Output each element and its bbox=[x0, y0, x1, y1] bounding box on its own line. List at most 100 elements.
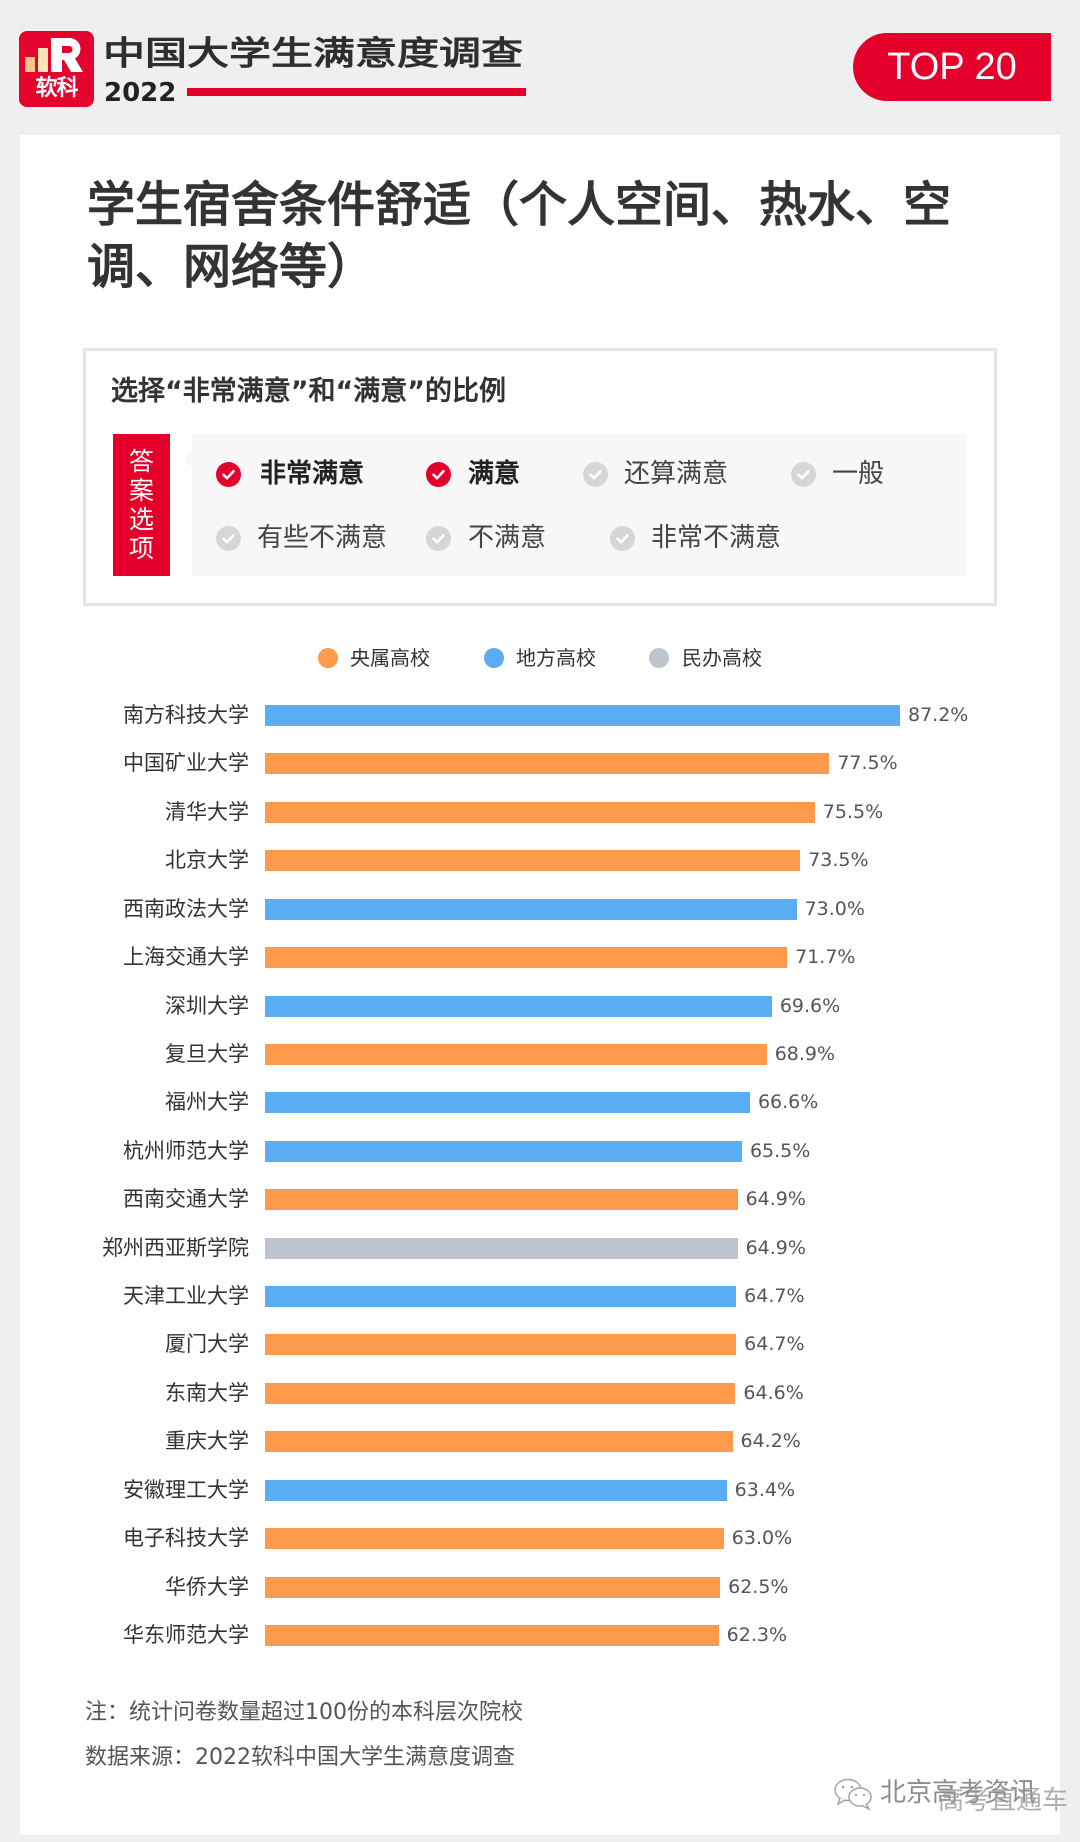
bar-value-label: 75.5% bbox=[822, 800, 884, 823]
university-name: 天津工业大学 bbox=[123, 1284, 249, 1309]
footnote: 注：统计问卷数量超过100份的本科层次院校 bbox=[85, 1700, 523, 1725]
university-name: 东南大学 bbox=[165, 1380, 249, 1405]
legend-dot-icon bbox=[484, 648, 504, 668]
bar-value-label: 66.6% bbox=[757, 1091, 819, 1114]
bar-value-label: 71.7% bbox=[795, 946, 856, 969]
university-name: 福州大学 bbox=[165, 1090, 249, 1115]
university-name: 厦门大学 bbox=[165, 1332, 249, 1357]
bar-value-label: 87.2% bbox=[907, 704, 969, 726]
bar bbox=[265, 898, 797, 920]
university-name: 华侨大学 bbox=[165, 1574, 249, 1599]
watermark-overlay-text: 高考直通车 bbox=[938, 1786, 1069, 1816]
bar-value-label: 63.0% bbox=[731, 1527, 793, 1550]
university-name: 华东师范大学 bbox=[123, 1622, 249, 1647]
bar-value-label: 73.5% bbox=[808, 849, 869, 872]
answer-options-box bbox=[83, 348, 997, 606]
options-subtitle: 选择“非常满意”和“满意”的比例 bbox=[111, 376, 506, 407]
university-name: 深圳大学 bbox=[165, 993, 249, 1018]
bar-value-label: 64.9% bbox=[745, 1236, 806, 1259]
bar bbox=[265, 705, 900, 726]
legend-label: 央属高校 bbox=[350, 646, 430, 670]
bar bbox=[265, 850, 801, 872]
check-circle-icon bbox=[426, 461, 451, 487]
data-source: 数据来源：2022软科中国大学生满意度调查 bbox=[85, 1745, 515, 1770]
university-name: 上海交通大学 bbox=[123, 945, 249, 970]
check-circle-muted-icon bbox=[216, 525, 241, 551]
bar bbox=[265, 947, 788, 969]
bar bbox=[265, 801, 815, 823]
legend-dot-icon bbox=[318, 648, 338, 668]
logo-bar-short bbox=[25, 57, 35, 72]
watermark-text: 北京高考资讯 bbox=[880, 1778, 1037, 1808]
check-circle-muted-icon bbox=[583, 461, 608, 487]
answer-option-label: 不满意 bbox=[468, 523, 547, 553]
bar bbox=[265, 753, 830, 775]
answer-option: 非常不满意 bbox=[610, 523, 781, 553]
answer-option-label: 一般 bbox=[832, 459, 885, 489]
bar bbox=[265, 1624, 719, 1646]
bar bbox=[265, 1140, 742, 1162]
ruanke-logo: 软科 bbox=[19, 31, 94, 107]
bar bbox=[265, 1528, 724, 1550]
bar-value-label: 64.2% bbox=[740, 1430, 801, 1453]
university-name: 清华大学 bbox=[165, 799, 249, 824]
chart-title: 学生宿舍条件舒适（个人空间、热水、空调、网络等） bbox=[87, 177, 952, 295]
bar-value-label: 62.3% bbox=[726, 1623, 788, 1646]
university-name: 重庆大学 bbox=[165, 1429, 249, 1454]
header-divider bbox=[187, 88, 526, 96]
university-name: 杭州师范大学 bbox=[123, 1138, 249, 1163]
bar-value-label: 64.7% bbox=[744, 1285, 805, 1308]
bar-value-label: 63.4% bbox=[734, 1478, 796, 1501]
university-name: 安徽理工大学 bbox=[123, 1477, 249, 1502]
check-circle-icon bbox=[216, 461, 241, 487]
pointer-arrow-icon bbox=[183, 451, 192, 467]
bar bbox=[265, 1189, 738, 1211]
bar-value-label: 64.6% bbox=[743, 1381, 804, 1404]
bar bbox=[265, 1576, 721, 1598]
answer-option: 有些不满意 bbox=[216, 523, 387, 553]
answer-option-label: 满意 bbox=[468, 459, 521, 489]
bar bbox=[265, 1382, 736, 1404]
answer-options-label-text: 答案选项 bbox=[128, 447, 154, 563]
bar bbox=[265, 1479, 727, 1501]
survey-title: 中国大学生满意度调查 bbox=[103, 33, 524, 73]
bar-value-label: 73.0% bbox=[804, 897, 865, 920]
logo-text: 软科 bbox=[35, 76, 78, 101]
answer-option-label: 非常满意 bbox=[260, 459, 365, 489]
logo-bar-mid bbox=[38, 48, 48, 72]
university-name: 电子科技大学 bbox=[123, 1526, 249, 1551]
bar-value-label: 62.5% bbox=[728, 1575, 789, 1598]
answer-option: 一般 bbox=[791, 459, 884, 489]
bar bbox=[265, 1043, 767, 1065]
bar bbox=[265, 995, 772, 1017]
options-area bbox=[192, 434, 966, 576]
check-circle-muted-icon bbox=[791, 461, 816, 487]
check-circle-muted-icon bbox=[426, 525, 451, 551]
answer-option: 不满意 bbox=[426, 523, 546, 553]
answer-option-label: 有些不满意 bbox=[257, 523, 388, 553]
legend-dot-icon bbox=[649, 648, 669, 668]
university-name: 复旦大学 bbox=[165, 1041, 249, 1066]
bar bbox=[265, 1286, 737, 1308]
answer-option-label: 还算满意 bbox=[624, 459, 729, 489]
university-name: 西南政法大学 bbox=[123, 896, 249, 921]
top-badge-label: TOP 20 bbox=[887, 45, 1017, 88]
answer-options-label: 答案选项 bbox=[113, 434, 170, 576]
logo-r-icon bbox=[51, 38, 83, 72]
university-name: 郑州西亚斯学院 bbox=[102, 1235, 249, 1260]
wechat-icon bbox=[834, 1778, 872, 1811]
bar-value-label: 77.5% bbox=[837, 752, 898, 775]
bar-value-label: 64.9% bbox=[745, 1188, 806, 1211]
bar-value-label: 65.5% bbox=[749, 1139, 811, 1162]
bar-value-label: 64.7% bbox=[744, 1333, 805, 1356]
legend-label: 地方高校 bbox=[516, 646, 596, 670]
check-circle-muted-icon bbox=[610, 525, 635, 551]
answer-option-label: 非常不满意 bbox=[651, 523, 782, 553]
university-name: 中国矿业大学 bbox=[123, 751, 249, 776]
bar-value-label: 68.9% bbox=[774, 1042, 836, 1065]
answer-option: 还算满意 bbox=[583, 459, 728, 489]
bar bbox=[265, 1431, 733, 1453]
university-name: 北京大学 bbox=[165, 848, 249, 873]
university-name: 南方科技大学 bbox=[123, 703, 249, 727]
bar-value-label: 69.6% bbox=[779, 994, 841, 1017]
